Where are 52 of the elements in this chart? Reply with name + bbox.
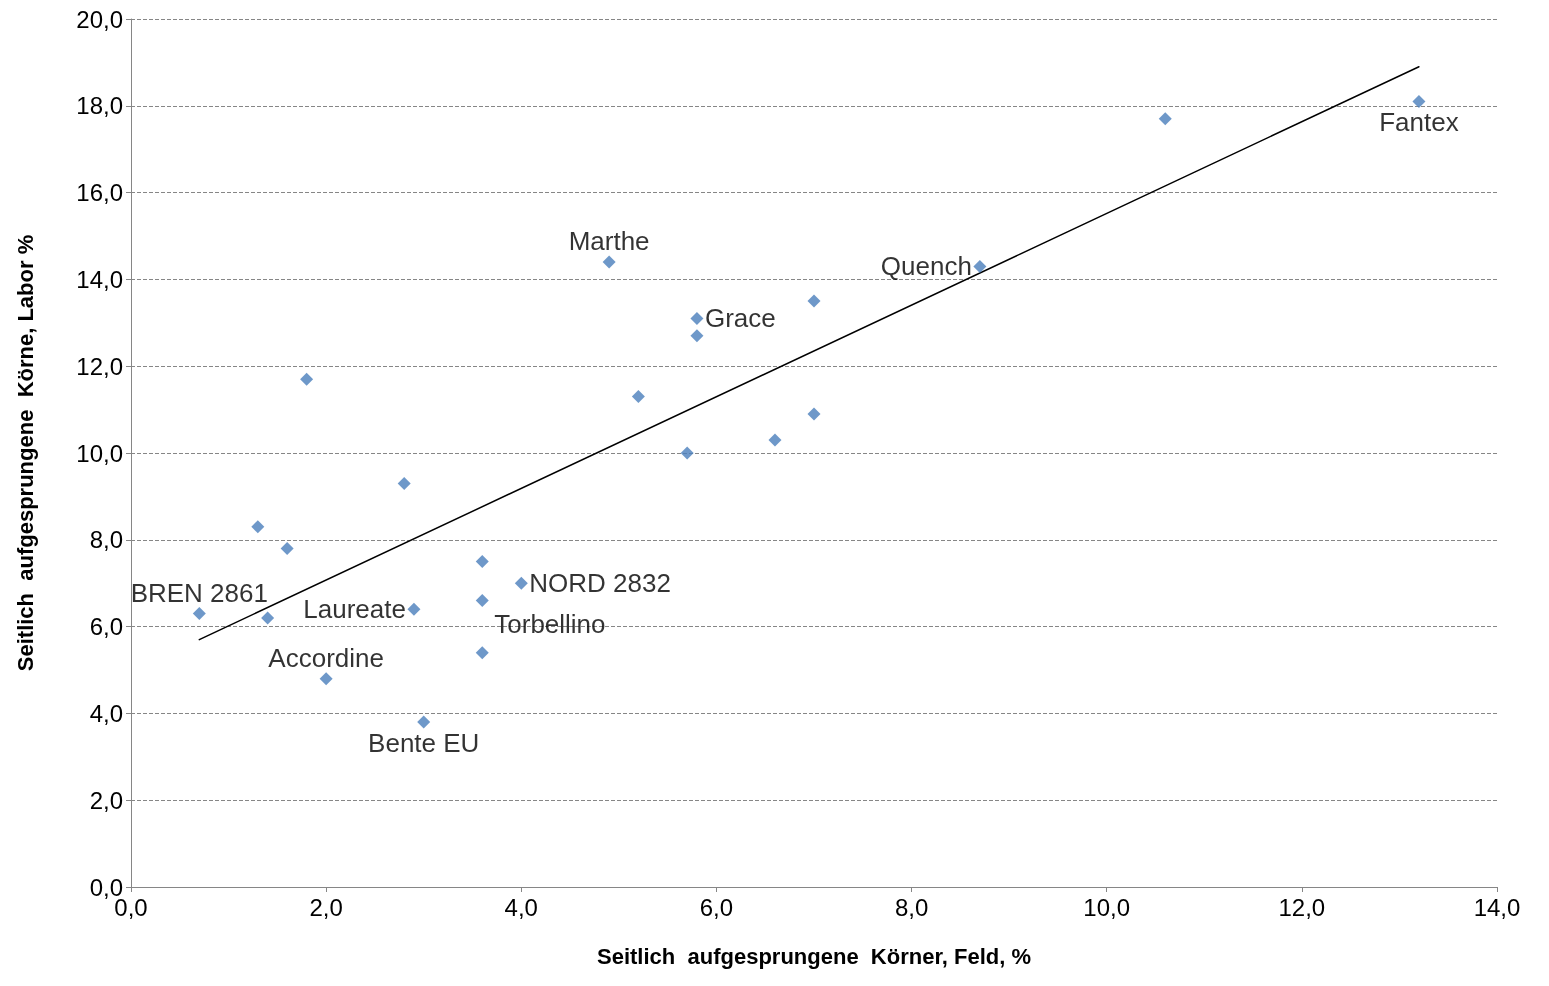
point bbox=[768, 433, 782, 447]
point bbox=[1158, 112, 1172, 126]
y-axis-title: Seitlich aufgesprungene Körne, Labor % bbox=[12, 234, 38, 672]
y-tick-label: 6,0 bbox=[89, 613, 123, 641]
x-axis-title: Seitlich aufgesprungene Körner, Feld, % bbox=[597, 943, 1031, 969]
point bbox=[251, 520, 265, 534]
annotation: Grace bbox=[704, 303, 776, 334]
point bbox=[397, 476, 411, 490]
x-tick-label: 14,0 bbox=[1473, 893, 1521, 921]
point bbox=[319, 672, 333, 686]
point bbox=[973, 259, 987, 273]
annotation: BREN 2861 bbox=[130, 577, 268, 608]
point bbox=[280, 541, 294, 555]
point bbox=[602, 255, 616, 269]
annotation: Fantex bbox=[1379, 107, 1459, 138]
point bbox=[631, 390, 645, 404]
point bbox=[1412, 94, 1426, 108]
x-tick-label: 4,0 bbox=[504, 893, 538, 921]
y-tick-label: 10,0 bbox=[76, 439, 123, 467]
y-tick-label: 2,0 bbox=[89, 786, 123, 814]
y-tick-label: 18,0 bbox=[76, 92, 123, 120]
point bbox=[475, 646, 489, 660]
point bbox=[192, 607, 206, 621]
point bbox=[417, 715, 431, 729]
annotation: Bente EU bbox=[368, 728, 480, 759]
x-tick-label: 12,0 bbox=[1278, 893, 1326, 921]
annotation: Accordine bbox=[268, 642, 384, 673]
x-tick-label: 8,0 bbox=[894, 893, 929, 921]
point bbox=[690, 311, 704, 325]
y-tick-label: 4,0 bbox=[89, 699, 123, 727]
point bbox=[807, 294, 821, 308]
point bbox=[261, 611, 275, 625]
y-tick-label: 20,0 bbox=[76, 5, 123, 33]
point bbox=[680, 446, 694, 460]
point bbox=[475, 555, 489, 568]
point bbox=[475, 594, 489, 608]
annotation: NORD 2832 bbox=[529, 568, 671, 599]
point bbox=[690, 329, 704, 343]
y-tick-label: 16,0 bbox=[76, 179, 123, 207]
annotation: Laureate bbox=[303, 594, 406, 625]
point bbox=[407, 602, 421, 616]
point bbox=[300, 372, 314, 386]
y-tick-label: 12,0 bbox=[76, 352, 123, 380]
annotation: Marthe bbox=[568, 226, 650, 257]
point bbox=[807, 407, 821, 421]
y-tick-label: 8,0 bbox=[89, 526, 123, 554]
x-tick-label: 6,0 bbox=[699, 893, 734, 921]
point bbox=[514, 576, 528, 590]
x-tick-label: 10,0 bbox=[1083, 893, 1131, 921]
annotation: Quench bbox=[880, 251, 972, 282]
x-tick-label: 2,0 bbox=[309, 893, 343, 921]
y-tick-label: 14,0 bbox=[76, 265, 123, 293]
